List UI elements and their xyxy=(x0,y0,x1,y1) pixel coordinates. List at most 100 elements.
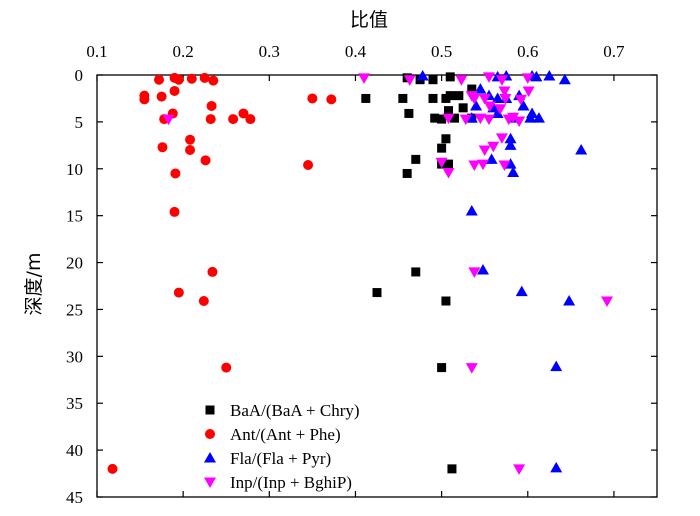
y-tick-label: 40 xyxy=(66,441,83,460)
data-point xyxy=(186,73,197,84)
data-point xyxy=(361,93,371,103)
data-point xyxy=(504,139,517,150)
data-point xyxy=(517,99,530,111)
data-point xyxy=(206,100,217,111)
data-point xyxy=(491,107,504,118)
data-point xyxy=(467,84,477,94)
data-point xyxy=(157,142,168,153)
data-point xyxy=(515,285,528,297)
x-tick-label: 0.5 xyxy=(431,42,452,61)
data-point xyxy=(532,112,545,123)
legend-marker xyxy=(205,429,215,439)
data-point xyxy=(458,103,468,113)
data-point xyxy=(476,264,489,275)
data-point xyxy=(485,153,498,164)
data-point xyxy=(198,296,209,307)
data-point xyxy=(416,69,429,81)
y-axis-title: 深度/m xyxy=(23,253,45,316)
data-point xyxy=(437,363,447,373)
legend-marker xyxy=(204,452,216,463)
y-tick-label: 5 xyxy=(75,113,84,132)
x-tick-label: 0.1 xyxy=(86,42,107,61)
data-point xyxy=(162,114,175,126)
data-point xyxy=(441,134,451,144)
legend-marker xyxy=(204,477,216,488)
data-point xyxy=(154,74,165,85)
data-point xyxy=(550,461,563,473)
data-point xyxy=(173,287,184,298)
data-point xyxy=(442,168,455,179)
data-point xyxy=(169,206,180,217)
data-point xyxy=(445,72,455,82)
data-point xyxy=(403,75,416,86)
plot-frame xyxy=(96,74,658,498)
data-point xyxy=(563,295,576,306)
data-point xyxy=(499,93,512,105)
data-point xyxy=(169,85,180,96)
data-point xyxy=(185,145,196,156)
data-point xyxy=(483,72,495,83)
data-point xyxy=(601,296,614,308)
data-point xyxy=(478,145,491,157)
data-point xyxy=(478,93,491,105)
data-point xyxy=(575,144,588,155)
x-tick-label: 0.7 xyxy=(603,42,625,61)
data-point xyxy=(507,112,520,124)
data-point xyxy=(543,69,556,81)
series-circle xyxy=(107,72,337,474)
data-point xyxy=(504,158,517,169)
data-point xyxy=(495,75,508,86)
data-point xyxy=(474,113,487,125)
data-point xyxy=(428,75,438,85)
series-square xyxy=(361,72,477,474)
data-point xyxy=(221,362,232,373)
data-point xyxy=(522,86,535,97)
y-tick-label: 10 xyxy=(66,160,83,179)
data-point xyxy=(491,92,504,103)
data-point xyxy=(228,114,239,125)
data-point xyxy=(199,72,210,83)
data-point xyxy=(437,143,447,153)
legend-label: Ant/(Ant + Phe) xyxy=(230,425,341,444)
data-point xyxy=(303,160,314,171)
data-point xyxy=(558,73,571,85)
data-point xyxy=(441,93,451,103)
data-point xyxy=(372,288,382,298)
data-point xyxy=(487,141,500,153)
data-point xyxy=(494,104,507,115)
data-point xyxy=(107,463,118,474)
data-point xyxy=(208,75,219,86)
data-point xyxy=(430,113,440,123)
y-tick-label: 0 xyxy=(75,66,84,85)
data-point xyxy=(245,114,256,125)
data-point xyxy=(476,159,489,171)
x-tick-label: 0.6 xyxy=(517,42,538,61)
series-triangle-down xyxy=(162,72,614,475)
data-point xyxy=(498,160,511,172)
data-point xyxy=(483,101,496,112)
legend-label: BaA/(BaA + Chry) xyxy=(230,401,360,420)
data-point xyxy=(530,70,543,82)
data-point xyxy=(404,108,414,118)
data-point xyxy=(200,155,211,166)
x-tick-label: 0.4 xyxy=(345,42,367,61)
y-tick-label: 25 xyxy=(66,300,83,319)
data-point xyxy=(411,154,421,164)
data-point xyxy=(437,114,447,124)
data-point xyxy=(483,114,495,126)
data-point xyxy=(398,93,408,103)
data-point xyxy=(185,134,196,145)
legend-label: Fla/(Fla + Pyr) xyxy=(230,449,331,468)
data-point xyxy=(465,204,478,216)
data-point xyxy=(428,93,438,103)
ticks-layer: 0.1 0.2 0.3 0.4 0.5 0.6 0.7 0 5 10 15 20 25 30 35 40 45 xyxy=(66,42,657,507)
legend-marker xyxy=(205,405,215,415)
data-point xyxy=(444,159,454,169)
data-point xyxy=(455,75,468,86)
y-tick-label: 15 xyxy=(66,207,83,226)
y-tick-label: 30 xyxy=(66,347,83,366)
data-point xyxy=(468,267,481,278)
y-tick-label: 45 xyxy=(66,488,83,507)
points-layer xyxy=(107,69,614,475)
